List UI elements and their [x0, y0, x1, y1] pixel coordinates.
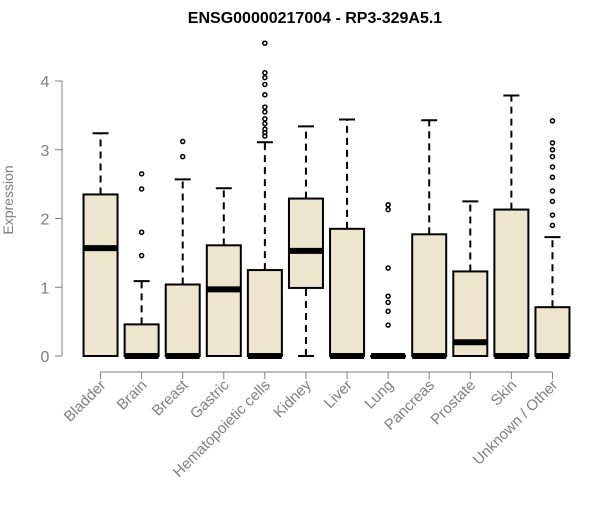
box-group: [329, 118, 366, 359]
outlier-point: [385, 308, 391, 315]
outlier-point: [385, 265, 391, 271]
x-tick-label: Liver: [321, 377, 356, 412]
outlier-point: [138, 229, 145, 235]
outlier-point: [549, 140, 556, 146]
y-tick-label: 2: [41, 212, 50, 229]
box-group: [164, 138, 201, 359]
box-group: [493, 94, 530, 359]
box-group: [82, 132, 119, 357]
box-group: [534, 118, 571, 359]
chart-title: ENSG00000217004 - RP3-329A5.1: [188, 10, 442, 27]
box-group: [287, 125, 324, 357]
outlier-point: [262, 70, 268, 76]
box-body: [205, 244, 242, 357]
outlier-point: [262, 40, 268, 46]
outlier-point: [385, 293, 391, 299]
outlier-point: [138, 171, 145, 177]
boxes-group: [82, 40, 571, 359]
box-body: [329, 227, 366, 357]
box-group: [123, 171, 160, 359]
x-tick-label: Breast: [149, 376, 192, 419]
y-axis-label: Expression: [0, 165, 16, 234]
x-tick-label: Bladder: [61, 377, 110, 426]
box-group: [246, 40, 283, 359]
outlier-point: [549, 118, 556, 124]
outlier-point: [262, 92, 268, 98]
box-group: [452, 200, 489, 357]
y-tick-label: 0: [41, 349, 50, 366]
box-group: [411, 119, 448, 359]
outlier-point: [385, 299, 391, 306]
y-tick-label: 3: [41, 143, 50, 160]
outlier-point: [262, 74, 268, 81]
outlier-point: [385, 202, 391, 208]
box-body: [246, 269, 283, 357]
box-body: [82, 193, 119, 357]
x-tick-label: Prostate: [428, 377, 480, 429]
x-tick-label: Brain: [114, 377, 151, 414]
outlier-point: [385, 206, 391, 213]
box-body: [493, 208, 530, 357]
box-body: [164, 283, 201, 357]
box-body: [411, 233, 448, 357]
outlier-point: [549, 147, 556, 153]
outlier-point: [549, 188, 556, 194]
y-tick-label: 1: [41, 280, 50, 297]
outlier-point: [262, 109, 268, 115]
outlier-point: [138, 186, 145, 192]
box-body: [287, 197, 324, 289]
box-body: [123, 323, 160, 357]
box-body: [534, 306, 571, 357]
x-tick-label: Lung: [361, 377, 397, 413]
outlier-point: [262, 116, 268, 122]
x-tick-label: Skin: [488, 377, 521, 410]
outlier-point: [549, 222, 556, 229]
outlier-point: [549, 153, 556, 160]
box-group: [370, 202, 407, 359]
outlier-point: [179, 138, 186, 145]
outlier-point: [549, 164, 556, 170]
y-tick-label: 4: [41, 74, 50, 91]
outlier-point: [138, 252, 145, 259]
outlier-point: [549, 212, 556, 218]
outlier-point: [385, 322, 391, 328]
y-axis: 0 1 2 3 4: [41, 74, 63, 366]
outlier-point: [262, 81, 268, 88]
box-group: [205, 187, 242, 357]
x-tick-label: Kidney: [270, 376, 315, 421]
outlier-point: [179, 153, 186, 160]
outlier-point: [549, 198, 556, 205]
outlier-point: [262, 104, 268, 110]
outlier-point: [262, 126, 268, 132]
outlier-point: [549, 174, 556, 180]
outlier-point: [262, 120, 268, 127]
